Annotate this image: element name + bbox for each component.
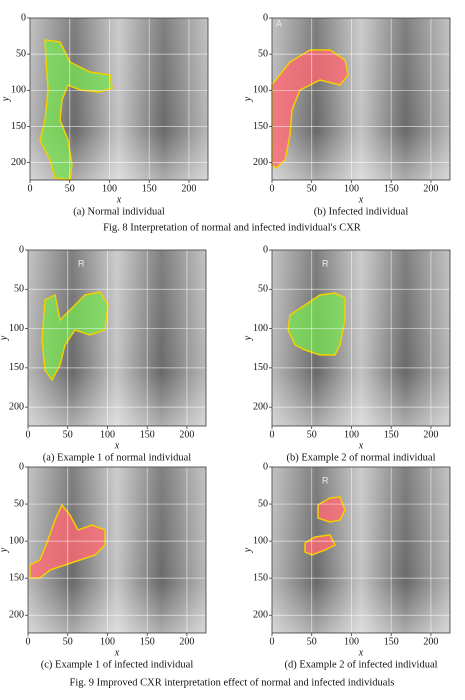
- x-tick-label: 50: [307, 429, 317, 440]
- y-tick-label: 200: [9, 610, 24, 621]
- x-tick-label: 200: [179, 429, 194, 440]
- x-tick-label: 0: [28, 183, 33, 194]
- panel-caption: (a) Normal individual: [73, 206, 165, 217]
- xray-shade: [272, 467, 450, 633]
- y-tick-label: 150: [9, 362, 24, 373]
- x-tick-label: 50: [307, 636, 317, 647]
- axes-frame: [271, 17, 451, 181]
- x-tick-label: 100: [100, 429, 115, 440]
- x-tick-label: 100: [102, 183, 117, 194]
- y-tick-label: 100: [253, 535, 268, 546]
- x-tick-label: 100: [100, 636, 115, 647]
- image-marker: R: [322, 475, 329, 485]
- x-tick-label: 200: [179, 636, 194, 647]
- y-tick-label: 100: [9, 323, 24, 334]
- x-tick-label: 0: [270, 636, 275, 647]
- x-tick-label: 150: [140, 429, 155, 440]
- y-tick-label: 0: [263, 244, 268, 255]
- x-tick-label: 150: [384, 636, 399, 647]
- infected-region: [304, 534, 337, 556]
- panel-caption: (b) Infected individual: [314, 206, 409, 217]
- y-tick-label: 100: [253, 85, 268, 96]
- xray-shade: [272, 18, 450, 180]
- x-tick-label: 200: [423, 429, 438, 440]
- y-tick-label: 150: [253, 572, 268, 583]
- y-axis-label: y: [0, 335, 9, 341]
- y-axis-label: y: [242, 547, 253, 553]
- panel-caption: (a) Example 1 of normal individual: [43, 452, 191, 463]
- y-axis-label: y: [242, 335, 253, 341]
- x-tick-label: 50: [65, 183, 75, 194]
- y-tick-label: 0: [21, 12, 26, 23]
- figure-caption: Fig. 8 Interpretation of normal and infe…: [103, 222, 361, 233]
- y-tick-label: 50: [258, 498, 268, 509]
- x-tick-label: 100: [344, 183, 359, 194]
- y-tick-label: 150: [253, 121, 268, 132]
- y-tick-label: 150: [9, 572, 24, 583]
- y-axis-label: y: [0, 547, 9, 553]
- y-tick-label: 100: [9, 535, 24, 546]
- x-tick-label: 200: [181, 183, 196, 194]
- x-tick-label: 50: [307, 183, 317, 194]
- y-tick-label: 0: [263, 12, 268, 23]
- y-axis-label: y: [0, 96, 11, 102]
- x-tick-label: 50: [63, 429, 73, 440]
- x-tick-label: 0: [26, 429, 31, 440]
- axes: 0 50 100 150 200 0 50 100 150 200 x y (a) Normal ind…: [0, 12, 451, 688]
- x-tick-label: 150: [140, 636, 155, 647]
- x-tick-label: 50: [63, 636, 73, 647]
- x-tick-label: 0: [26, 636, 31, 647]
- image-marker: R: [78, 258, 85, 268]
- y-tick-label: 200: [253, 401, 268, 412]
- panel-caption: (c) Example 1 of infected individual: [41, 659, 194, 670]
- x-tick-label: 100: [344, 636, 359, 647]
- panel-caption: (d) Example 2 of infected individual: [284, 659, 437, 670]
- x-axis-label: x: [114, 647, 120, 658]
- x-axis-label: x: [114, 440, 120, 451]
- x-axis-label: x: [358, 194, 364, 205]
- y-tick-label: 0: [19, 461, 24, 472]
- x-axis-label: x: [116, 194, 122, 205]
- axes-frame: [27, 249, 207, 427]
- y-tick-label: 100: [253, 323, 268, 334]
- y-tick-label: 0: [19, 244, 24, 255]
- axes-frame: [29, 17, 209, 181]
- y-tick-label: 50: [14, 284, 24, 295]
- x-tick-label: 150: [384, 183, 399, 194]
- y-tick-label: 200: [11, 157, 26, 168]
- x-axis-label: x: [358, 440, 364, 451]
- x-tick-label: 200: [423, 636, 438, 647]
- axes-frame: [27, 466, 207, 634]
- x-tick-label: 150: [384, 429, 399, 440]
- x-tick-label: 200: [423, 183, 438, 194]
- x-tick-label: 0: [270, 183, 275, 194]
- normal-region: [287, 292, 346, 356]
- y-tick-label: 50: [14, 498, 24, 509]
- panel-caption: (b) Example 2 of normal individual: [286, 452, 435, 463]
- axes-frame: [271, 249, 451, 427]
- image-marker: A: [276, 18, 282, 28]
- x-tick-label: 100: [344, 429, 359, 440]
- infected-region: [317, 496, 346, 523]
- x-axis-label: x: [358, 647, 364, 658]
- y-tick-label: 50: [258, 284, 268, 295]
- y-tick-label: 0: [263, 461, 268, 472]
- infected-region: [271, 49, 349, 169]
- y-tick-label: 100: [11, 85, 26, 96]
- y-tick-label: 50: [16, 48, 26, 59]
- x-tick-label: 0: [270, 429, 275, 440]
- x-tick-label: 150: [142, 183, 157, 194]
- y-tick-label: 50: [258, 48, 268, 59]
- y-axis-label: y: [242, 96, 253, 102]
- y-tick-label: 150: [253, 362, 268, 373]
- normal-region: [41, 291, 109, 382]
- axes-frame: [271, 466, 451, 634]
- image-marker: R: [322, 258, 329, 268]
- y-tick-label: 200: [9, 401, 24, 412]
- y-tick-label: 200: [253, 610, 268, 621]
- figure-caption: Fig. 9 Improved CXR interpretation effec…: [70, 677, 395, 688]
- y-tick-label: 200: [253, 157, 268, 168]
- y-tick-label: 150: [11, 121, 26, 132]
